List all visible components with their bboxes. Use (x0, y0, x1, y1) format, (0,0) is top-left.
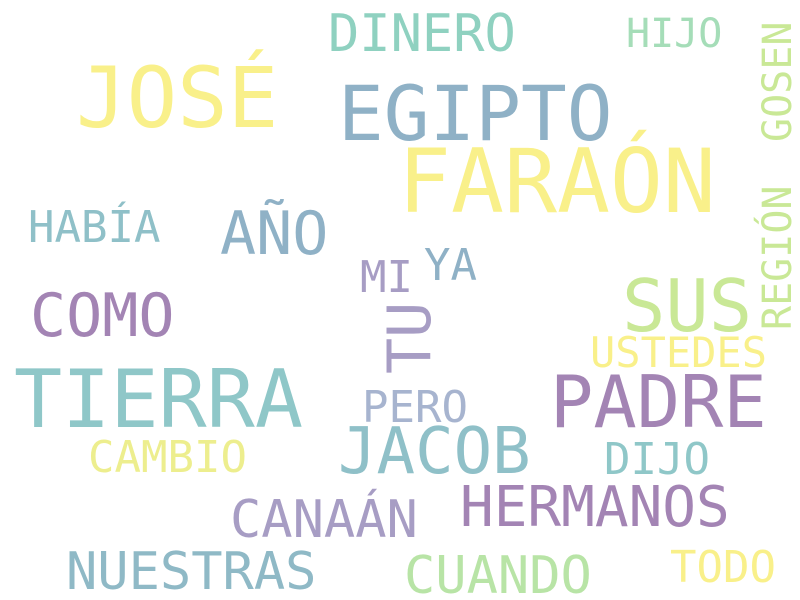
word-todo: TODO (670, 542, 776, 593)
word-mi: MI (360, 252, 413, 303)
word-dijo: DIJO (604, 434, 710, 485)
word-jose: JOSÉ (76, 49, 279, 147)
word-gosen: GOSEN (755, 21, 800, 142)
word-habia: HABÍA (28, 202, 161, 253)
word-hijo: HIJO (626, 11, 723, 57)
word-sus: SUS (622, 264, 753, 348)
word-jacob: JACOB (338, 415, 531, 489)
word-cambio: CAMBIO (88, 432, 247, 483)
word-ustedes: USTEDES (590, 328, 768, 377)
word-ya: YA (424, 240, 477, 291)
word-padre: PADRE (550, 360, 767, 444)
word-cuando: CUANDO (404, 546, 592, 600)
word-faraon: FARAÓN (398, 130, 716, 233)
word-hermanos: HERMANOS (460, 475, 730, 540)
word-tierra: TIERRA (14, 353, 303, 446)
word-tu: TU (375, 301, 445, 374)
word-pero: PERO (362, 382, 468, 433)
word-egipto: EGIPTO (338, 69, 613, 158)
word-ano: AÑO (220, 199, 329, 269)
word-nuestras: NUESTRAS (66, 542, 317, 600)
word-region: REGIÓN (755, 185, 800, 331)
word-como: COMO (30, 281, 175, 351)
word-dinero: DINERO (328, 4, 516, 64)
word-canaan: CANAÁN (230, 490, 418, 550)
